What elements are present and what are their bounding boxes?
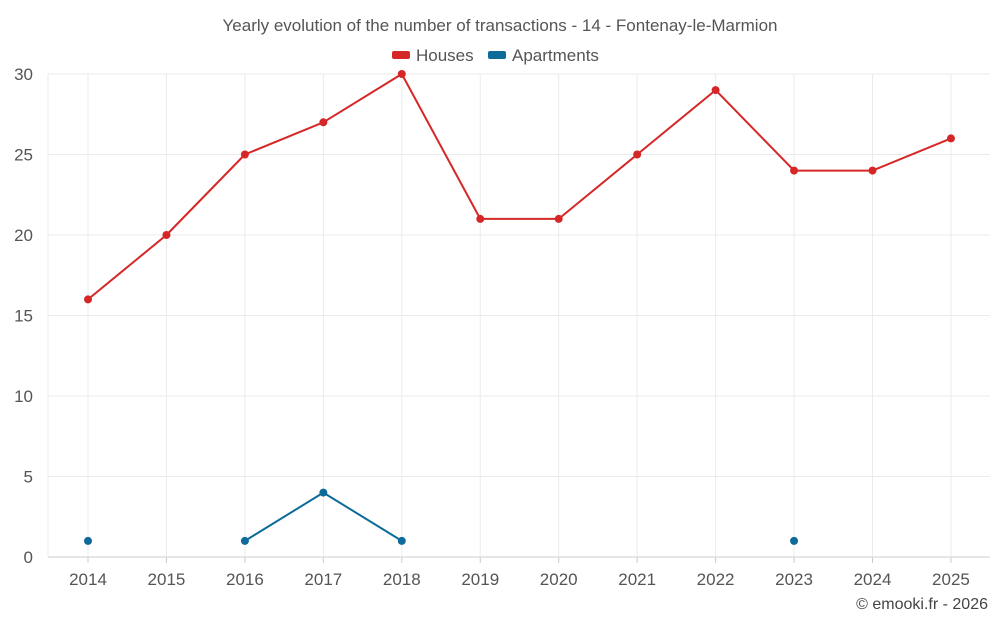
data-point-apartments[interactable] [790,536,799,545]
x-tick-label: 2024 [854,570,892,589]
x-tick-label: 2016 [226,570,264,589]
y-tick-label: 0 [24,548,33,567]
data-point-houses[interactable] [790,166,799,175]
y-tick-label: 10 [14,387,33,406]
x-tick-label: 2025 [932,570,970,589]
chart-title: Yearly evolution of the number of transa… [223,16,778,35]
x-axis-ticks: 2014 2015 2016 2017 2018 2019 2020 2021 2022 2023… [69,570,970,589]
data-point-houses[interactable] [868,166,877,175]
x-tick-label: 2017 [304,570,342,589]
data-point-houses[interactable] [162,231,171,239]
series-apartments [84,488,799,545]
credit: © emooki.fr - 2026 [856,596,988,613]
legend: Houses Apartments [392,46,599,65]
legend-item-houses[interactable]: Houses [392,46,474,65]
data-point-apartments[interactable] [397,536,406,545]
series-houses [84,70,955,304]
data-point-apartments[interactable] [84,536,92,545]
x-tick-label: 2022 [697,570,735,589]
data-point-houses[interactable] [476,214,485,223]
y-axis-ticks: 0 5 10 15 20 25 30 [14,65,33,567]
y-tick-label: 25 [14,146,33,165]
legend-label-apartments: Apartments [512,46,599,65]
legend-swatch-houses [392,51,410,59]
x-tick-label: 2014 [69,570,107,589]
x-tick-label: 2020 [540,570,578,589]
x-tick-label: 2023 [775,570,813,589]
y-tick-label: 15 [14,307,33,326]
y-tick-label: 5 [24,468,33,487]
data-point-houses[interactable] [319,118,328,127]
x-tick-label: 2015 [148,570,186,589]
series [84,70,955,545]
data-point-apartments[interactable] [240,536,249,545]
y-tick-label: 30 [14,65,33,84]
data-point-apartments[interactable] [319,488,328,497]
legend-swatch-apartments [488,51,506,59]
x-tick-label: 2021 [618,570,656,589]
legend-item-apartments[interactable]: Apartments [488,46,599,65]
data-point-houses[interactable] [397,70,406,78]
y-tick-label: 20 [14,226,33,245]
x-tick-label: 2019 [461,570,499,589]
data-point-houses[interactable] [633,150,642,159]
legend-label-houses: Houses [416,46,474,65]
data-point-houses[interactable] [711,86,720,95]
data-point-houses[interactable] [240,150,249,159]
data-point-houses[interactable] [554,214,563,223]
data-point-houses[interactable] [946,134,955,143]
grid [47,73,990,563]
x-tick-label: 2018 [383,570,421,589]
series-line-houses [87,73,952,301]
data-point-houses[interactable] [84,295,92,304]
